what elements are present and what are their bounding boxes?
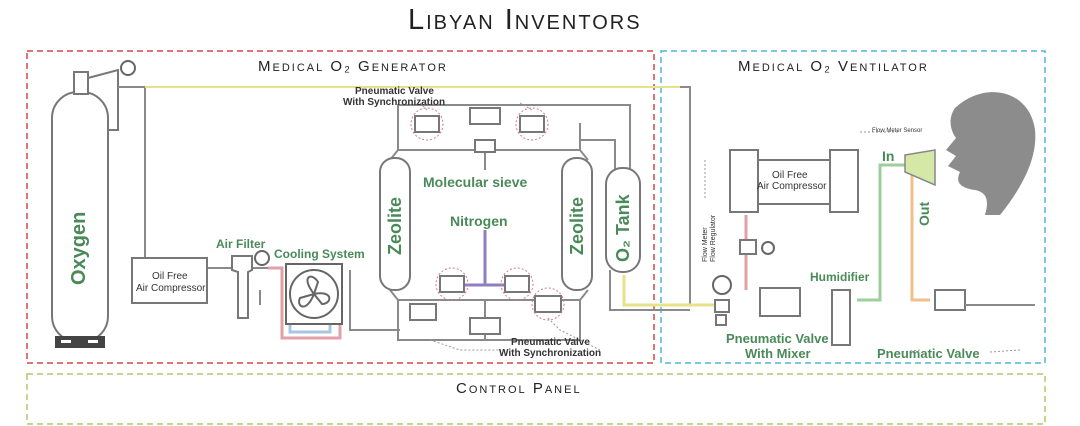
compressor-box: [131, 257, 208, 304]
zeolite-column-left: [379, 157, 411, 291]
sync-indicator-circles: [410, 107, 565, 321]
control-panel-label: Control Panel: [456, 380, 582, 397]
oxygen-output-line: [622, 275, 720, 307]
vent-compressor-label-line1: Oil Free: [772, 170, 808, 181]
valve-top-label-line2: With Synchronization: [343, 97, 446, 108]
generator-heading: Medical O₂ Generator: [258, 58, 448, 75]
oxygen-label: Oxygen: [68, 211, 90, 285]
zeolite-left-label: Zeolite: [385, 196, 405, 255]
flow-meter-label: Flow Meter: [702, 227, 709, 262]
exhalation-line: [910, 175, 930, 302]
gauge-icon: [254, 250, 270, 266]
valve-group-top: [414, 107, 545, 153]
oxygen-cylinder: [51, 60, 136, 348]
zeolite-column-right: [561, 157, 593, 291]
compressor-label-line1: Oil Free: [152, 271, 188, 282]
page-title: Libyan Inventors: [408, 4, 642, 36]
valve-bottom-label-line1: Pneumatic Valve: [511, 337, 590, 348]
air-filter-body: [231, 255, 253, 319]
ventilator-heading: Medical O₂ Ventilator: [738, 58, 929, 75]
pneumatic-valve-label: Pneumatic Valve: [877, 346, 980, 361]
control-panel-border: [26, 373, 1046, 425]
molecular-sieve-label: Molecular sieve: [423, 174, 528, 190]
head-silhouette-icon: [946, 92, 1036, 215]
flow-meter-icon: [712, 275, 732, 326]
cooling-system-label: Cooling System: [274, 247, 365, 261]
humidifier-body: [831, 289, 851, 346]
mask-icon: [904, 149, 936, 187]
check-valve-icon: [739, 239, 775, 255]
flow-regulator-label: Flow Regulator: [710, 214, 717, 262]
ventilator-compressor: [729, 149, 859, 213]
humidifier-line: [857, 163, 905, 302]
valve-mixer-label-line1: Pneumatic Valve: [726, 331, 829, 346]
valve-top-label-line1: Pneumatic Valve: [355, 86, 434, 97]
zeolite-right-label: Zeolite: [567, 196, 587, 255]
vent-compressor-label-line2: Air Compressor: [757, 181, 827, 192]
humidifier-label: Humidifier: [810, 270, 870, 284]
out-label: Out: [916, 201, 932, 226]
air-filter-label: Air Filter: [216, 237, 266, 251]
o2-tank-label: O₂ Tank: [613, 194, 633, 262]
flow-meter-sensor-label: Flow Meter Sensor: [872, 128, 923, 134]
valve-bottom-label-line2: With Synchronization: [499, 348, 602, 359]
generator-section-border: [26, 50, 655, 364]
callout-lines: [419, 102, 1021, 353]
compressor-label-line2: Air Compressor: [136, 283, 206, 294]
ventilator-section-border: [660, 50, 1046, 364]
pneumatic-mixer-body: [759, 287, 801, 317]
cooling-fan-icon: [285, 263, 343, 325]
in-label: In: [882, 148, 895, 164]
valve-group-bottom: [409, 275, 562, 335]
nitrogen-label: Nitrogen: [450, 213, 508, 229]
o2-tank-body: [605, 167, 641, 273]
pneumatic-valve-body: [934, 289, 966, 311]
valve-mixer-label-line2: With Mixer: [745, 346, 811, 361]
